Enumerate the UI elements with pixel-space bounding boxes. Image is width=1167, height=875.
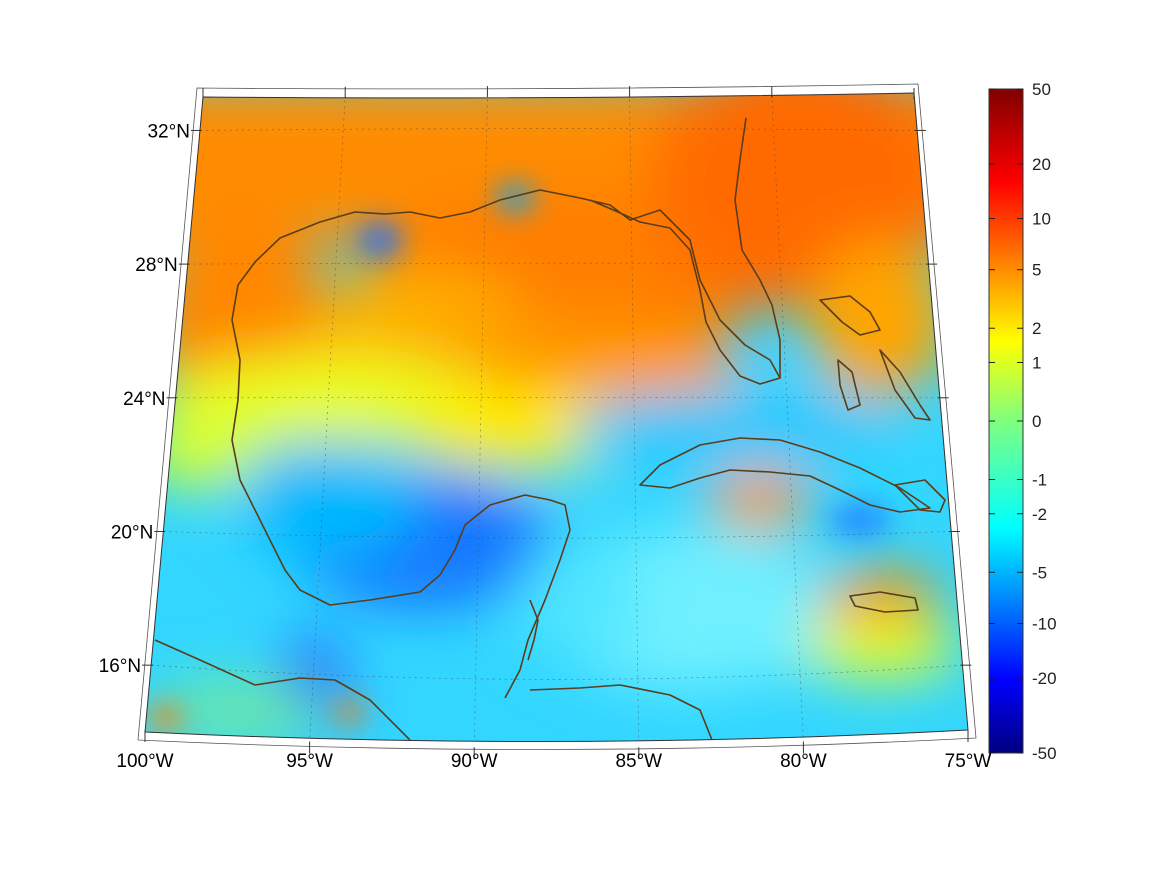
lat-label: 20°N xyxy=(111,522,153,543)
lat-label: 32°N xyxy=(147,121,189,142)
lon-label: 90°W xyxy=(451,751,498,772)
colorbar-tick-label: -5 xyxy=(1032,563,1047,582)
lon-label: 100°W xyxy=(116,751,173,772)
colorbar-tick-label: 20 xyxy=(1032,155,1051,174)
map-frame xyxy=(144,92,969,743)
longitude-labels: 100°W 95°W 90°W 85°W 80°W 75°W xyxy=(116,751,991,772)
cuba xyxy=(639,437,931,513)
colorbar-tick-label: -10 xyxy=(1032,614,1057,633)
yucatan-reef xyxy=(527,599,539,661)
colorbar-tick-label: -2 xyxy=(1032,505,1047,524)
colorbar-tick-label: 2 xyxy=(1032,319,1041,338)
lon-label: 95°W xyxy=(286,751,333,772)
bahamas-3 xyxy=(879,349,931,421)
colorbar-tick-label: 1 xyxy=(1032,353,1041,372)
mexico-coast xyxy=(231,284,571,699)
honduras-coast xyxy=(529,684,713,741)
colorbar-tick-label: 0 xyxy=(1032,412,1041,431)
meridian-line xyxy=(771,95,804,742)
central-america-coast xyxy=(154,639,411,741)
meridian-line xyxy=(473,95,488,742)
colorbar-tick-label: 5 xyxy=(1032,261,1041,280)
meridian-line xyxy=(309,95,346,742)
frame-ticks xyxy=(142,86,972,760)
meridian-line xyxy=(629,95,640,742)
latitude-labels: 32°N 28°N 24°N 20°N 16°N xyxy=(99,121,190,677)
florida-east xyxy=(734,117,781,378)
bahamas xyxy=(819,295,881,336)
colorbar-tick-label: -1 xyxy=(1032,471,1047,490)
lat-label: 16°N xyxy=(99,656,141,677)
colorbar-tick-label: -50 xyxy=(1032,744,1057,763)
lat-label: 28°N xyxy=(135,255,177,276)
lat-label: 24°N xyxy=(123,389,165,410)
gulf-coast xyxy=(237,189,781,385)
lon-label: 80°W xyxy=(780,751,827,772)
coastlines xyxy=(154,117,946,741)
map-frame-outer xyxy=(137,83,977,750)
colorbar-tick-label: 50 xyxy=(1032,80,1051,99)
bahamas-2 xyxy=(837,359,861,411)
data-field xyxy=(145,93,968,742)
colorbar-tick-label: 10 xyxy=(1032,210,1051,229)
colorbar-tick-label: -20 xyxy=(1032,669,1057,688)
lon-label: 85°W xyxy=(615,751,662,772)
jamaica xyxy=(849,591,919,613)
hispaniola xyxy=(894,479,946,513)
lon-label: 75°W xyxy=(945,751,992,772)
